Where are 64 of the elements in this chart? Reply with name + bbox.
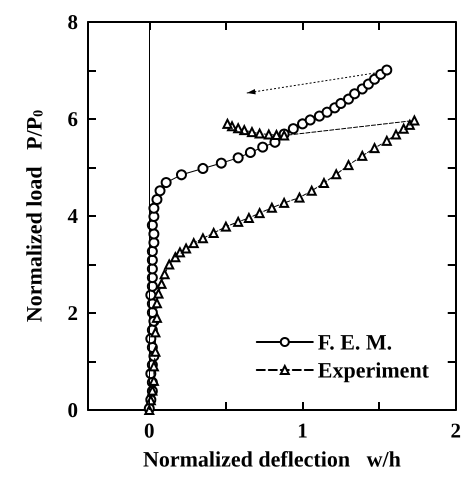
y-tick-label: 2	[68, 301, 78, 325]
point	[152, 312, 162, 323]
y-axis-title: Normalized load P/P0	[22, 110, 46, 322]
point	[222, 118, 232, 129]
point	[197, 162, 208, 174]
point	[357, 150, 368, 161]
point	[382, 136, 392, 146]
point	[181, 243, 192, 254]
point	[254, 128, 265, 139]
point	[398, 124, 409, 134]
point	[279, 198, 290, 208]
point	[318, 178, 329, 188]
x-tick-label: 1	[297, 418, 308, 442]
point	[153, 288, 164, 299]
point	[254, 208, 265, 218]
point	[314, 110, 325, 122]
point	[322, 106, 333, 118]
point	[216, 158, 227, 169]
point	[331, 169, 342, 180]
point	[409, 115, 420, 126]
y-tick-label: 6	[68, 107, 78, 131]
point	[164, 260, 174, 270]
point	[220, 222, 231, 232]
point	[264, 130, 274, 140]
point	[288, 123, 299, 134]
point	[349, 88, 360, 100]
point	[297, 118, 308, 130]
point	[208, 228, 219, 238]
point	[306, 186, 317, 196]
point	[370, 143, 380, 154]
y-tick-label: 4	[68, 204, 78, 228]
point	[233, 216, 244, 227]
x-tick-label: 0	[144, 418, 155, 442]
point	[390, 130, 401, 140]
point	[304, 114, 316, 126]
legend-label: Experiment	[318, 358, 430, 382]
legend-label: F. E. M.	[318, 330, 392, 354]
point	[257, 142, 268, 153]
point	[152, 298, 162, 308]
point	[150, 346, 160, 357]
point	[343, 160, 354, 170]
point	[160, 269, 170, 280]
point	[188, 238, 199, 248]
point	[335, 98, 346, 109]
point	[232, 152, 244, 164]
point	[160, 177, 172, 188]
x-tick-label: 2	[450, 418, 461, 442]
point	[151, 194, 162, 206]
point	[176, 169, 187, 180]
point	[271, 130, 282, 140]
x-axis-title: Normalized deflection w/h	[142, 446, 401, 472]
point	[244, 212, 254, 223]
point	[294, 192, 304, 203]
point	[198, 233, 208, 244]
point	[381, 64, 392, 76]
point	[174, 247, 185, 258]
point	[246, 127, 257, 138]
y-tick-label: 8	[68, 10, 78, 34]
y-tick-label: 0	[68, 398, 78, 422]
point	[156, 278, 167, 289]
point	[150, 327, 160, 338]
point	[154, 185, 166, 196]
point	[266, 202, 277, 213]
point	[244, 146, 256, 158]
